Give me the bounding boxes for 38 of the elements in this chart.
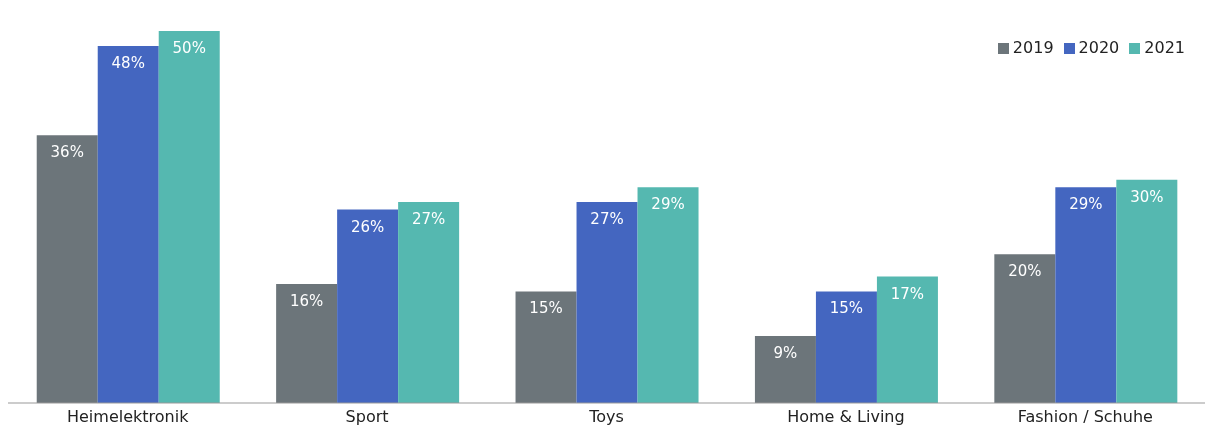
bar [515,291,577,403]
data-label: 17% [890,284,925,303]
x-tick-label: Home & Living [787,407,905,427]
data-label: 20% [1008,262,1042,281]
x-tick-label: Fashion / Schuhe [1017,407,1153,427]
bar [337,209,399,403]
data-label: 29% [1069,195,1103,214]
data-label: 27% [411,210,446,229]
bar [1055,187,1117,403]
bar [158,31,220,403]
legend-label: 2019 [1012,38,1054,57]
x-tick-label: Toys [588,407,624,427]
data-label: 36% [50,143,84,162]
data-label: 27% [590,210,624,229]
bar [994,254,1056,403]
data-label: 48% [111,53,145,72]
data-label: 30% [1130,187,1164,206]
data-label: 15% [829,299,864,318]
bar [1116,179,1178,403]
bar [815,291,877,403]
bar [876,276,938,403]
data-label: 15% [529,299,563,318]
bar [97,45,159,403]
bar [398,202,460,403]
data-label: 9% [773,344,798,363]
data-label: 29% [651,195,685,214]
bar [637,187,699,403]
bar [276,283,338,403]
bar [754,336,816,403]
bar [576,202,638,403]
legend-label: 2021 [1144,38,1185,57]
x-tick-label: Heimelektronik [66,407,190,427]
bar [36,135,98,403]
data-label: 50% [172,39,206,57]
data-label: 26% [350,217,385,236]
x-tick-label: Sport [345,407,389,427]
data-label: 16% [289,291,324,310]
legend-label: 2020 [1078,38,1120,57]
